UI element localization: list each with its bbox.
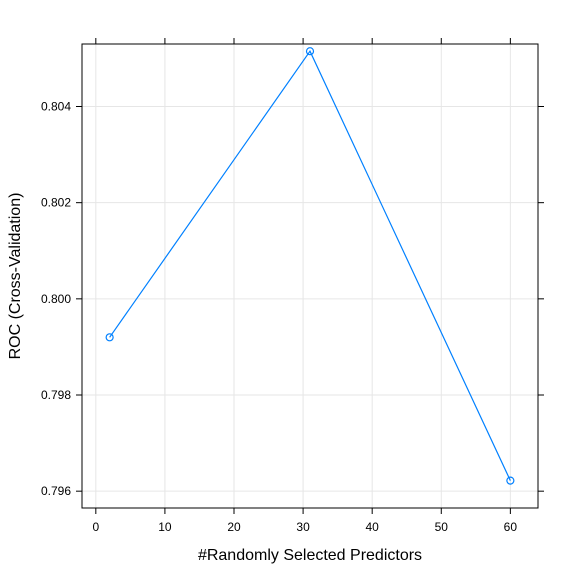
x-tick-label-60: 60 — [504, 520, 518, 534]
plot-frame — [81, 43, 539, 509]
series-line-0 — [109, 50, 511, 481]
data-point-60 — [506, 476, 515, 485]
y-tick-label-0.800: 0.800 — [41, 292, 71, 306]
data-point-2 — [105, 333, 114, 342]
x-tick-label-50: 50 — [435, 520, 449, 534]
tick-layer: 0 10 20 30 40 50 60 0.796 0.798 0.800 0.802 0.804 — [41, 38, 544, 534]
x-tick-label-10: 10 — [158, 520, 172, 534]
x-tick-label-40: 40 — [366, 520, 380, 534]
series-layer — [105, 47, 515, 485]
x-tick-label-30: 30 — [296, 520, 310, 534]
x-tick-label-20: 20 — [227, 520, 241, 534]
x-tick-label-0: 0 — [92, 520, 99, 534]
data-point-31 — [305, 47, 315, 56]
y-tick-label-0.796: 0.796 — [41, 484, 71, 498]
y-tick-label-0.804: 0.804 — [41, 100, 71, 114]
y-axis-label: ROC (Cross-Validation) — [7, 193, 24, 360]
y-tick-label-0.802: 0.802 — [41, 196, 71, 210]
y-tick-label-0.798: 0.798 — [41, 388, 71, 402]
grid-layer — [82, 44, 538, 508]
x-axis-label: #Randomly Selected Predictors — [198, 547, 422, 564]
